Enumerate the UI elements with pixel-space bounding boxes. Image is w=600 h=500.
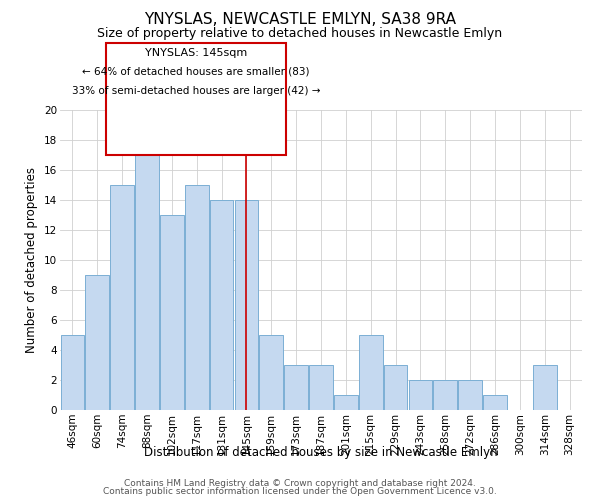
Bar: [85, 275, 109, 410]
Bar: [235, 200, 258, 410]
Bar: [309, 365, 333, 410]
Bar: [110, 185, 134, 410]
Text: YNYSLAS, NEWCASTLE EMLYN, SA38 9RA: YNYSLAS, NEWCASTLE EMLYN, SA38 9RA: [144, 12, 456, 28]
Text: Distribution of detached houses by size in Newcastle Emlyn: Distribution of detached houses by size …: [144, 446, 498, 459]
Bar: [533, 365, 557, 410]
Text: Contains HM Land Registry data © Crown copyright and database right 2024.: Contains HM Land Registry data © Crown c…: [124, 478, 476, 488]
Text: Contains public sector information licensed under the Open Government Licence v3: Contains public sector information licen…: [103, 487, 497, 496]
Y-axis label: Number of detached properties: Number of detached properties: [25, 167, 38, 353]
Bar: [483, 395, 507, 410]
Bar: [160, 215, 184, 410]
Bar: [185, 185, 209, 410]
Bar: [433, 380, 457, 410]
Bar: [284, 365, 308, 410]
Bar: [359, 335, 383, 410]
Bar: [409, 380, 432, 410]
Text: Size of property relative to detached houses in Newcastle Emlyn: Size of property relative to detached ho…: [97, 28, 503, 40]
Bar: [384, 365, 407, 410]
Bar: [135, 155, 159, 410]
Text: YNYSLAS: 145sqm: YNYSLAS: 145sqm: [145, 48, 247, 58]
Bar: [61, 335, 84, 410]
Bar: [210, 200, 233, 410]
Bar: [334, 395, 358, 410]
Bar: [259, 335, 283, 410]
Bar: [458, 380, 482, 410]
Text: 33% of semi-detached houses are larger (42) →: 33% of semi-detached houses are larger (…: [72, 86, 320, 96]
Text: ← 64% of detached houses are smaller (83): ← 64% of detached houses are smaller (83…: [82, 66, 310, 76]
